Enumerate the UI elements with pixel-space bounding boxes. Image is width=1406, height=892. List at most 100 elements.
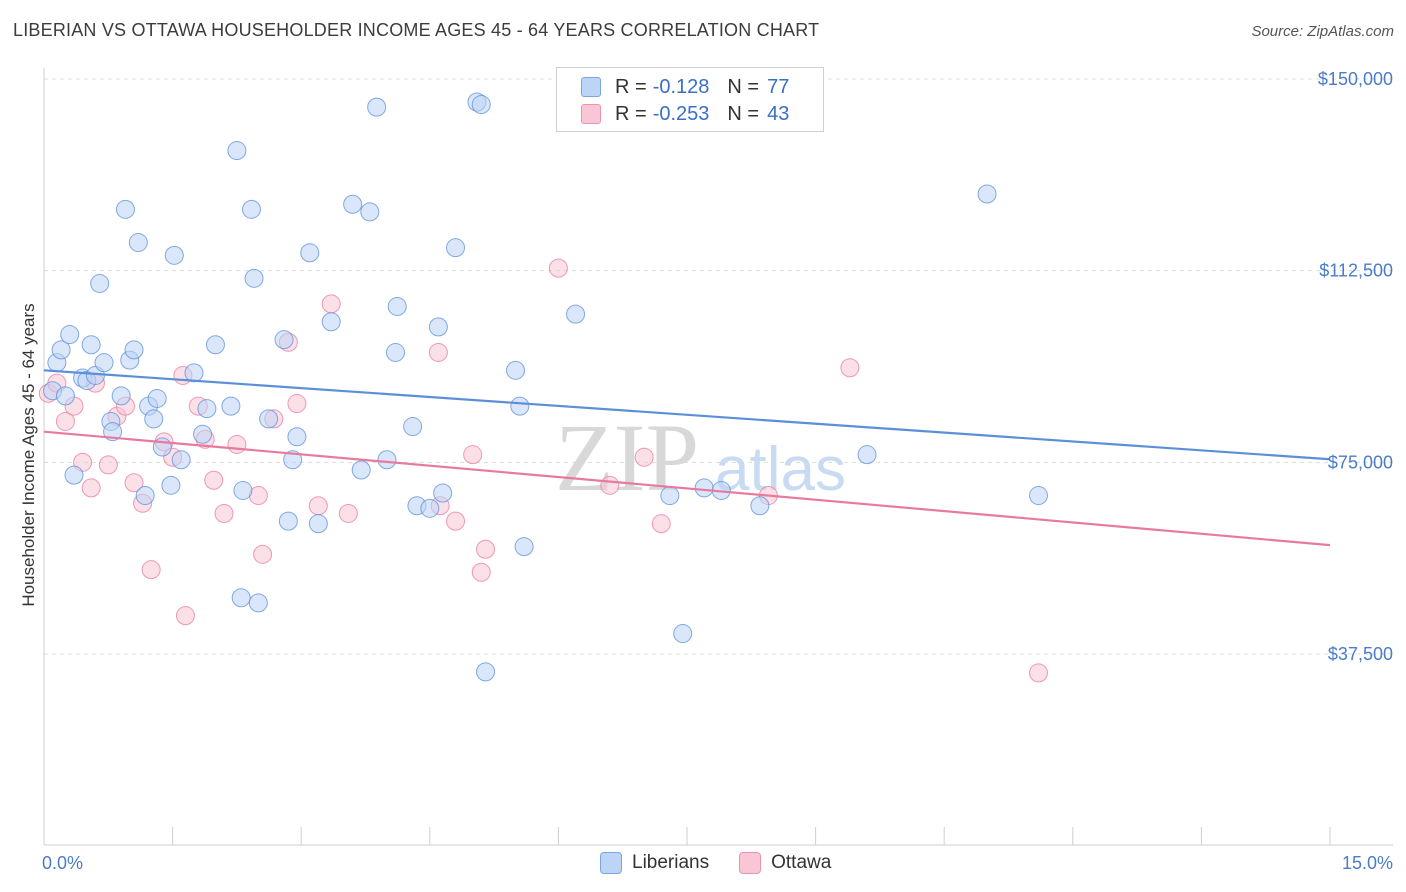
legend-n-value-liberians: 77: [767, 75, 790, 98]
legend-r-value-ottawa: -0.253: [652, 102, 710, 125]
point-liberians: [694, 478, 714, 498]
point-liberians: [164, 245, 184, 265]
point-liberians: [1029, 486, 1049, 506]
stats-legend: R = -0.128 N = 77 R = -0.253 N = 43: [556, 67, 824, 132]
point-liberians: [144, 409, 164, 429]
point-liberians: [476, 662, 496, 682]
point-liberians: [403, 417, 423, 437]
point-liberians: [857, 445, 877, 465]
legend-swatch-ottawa: [739, 852, 762, 874]
legend-item-liberians[interactable]: Liberians: [600, 852, 709, 874]
point-liberians: [103, 422, 123, 442]
point-ottawa: [98, 455, 118, 475]
point-ottawa: [651, 514, 671, 534]
point-liberians: [433, 483, 453, 503]
point-liberians: [506, 360, 526, 380]
point-liberians: [221, 396, 241, 416]
point-liberians: [81, 335, 101, 355]
point-ottawa: [600, 475, 620, 495]
tick-labels: $37,500 $75,000 $112,500 $150,000 0.0% 15.0%: [42, 69, 1393, 873]
y-tick-label: $112,500: [1319, 261, 1393, 281]
point-ottawa: [428, 342, 448, 362]
y-tick-label: $75,000: [1328, 452, 1393, 472]
point-liberians: [128, 233, 148, 253]
point-liberians: [300, 243, 320, 263]
chart-title: LIBERIAN VS OTTAWA HOUSEHOLDER INCOME AG…: [13, 20, 820, 40]
point-ottawa: [308, 496, 328, 516]
point-liberians: [124, 340, 144, 360]
point-liberians: [287, 427, 307, 447]
point-liberians: [197, 399, 217, 419]
legend-r-label: R =: [615, 75, 647, 98]
point-liberians: [51, 340, 71, 360]
legend-n-label: N =: [727, 75, 760, 98]
y-tick-label: $150,000: [1318, 69, 1393, 89]
point-liberians: [231, 588, 251, 608]
point-liberians: [248, 593, 268, 613]
point-liberians: [135, 486, 155, 506]
point-liberians: [274, 330, 294, 350]
point-ottawa: [214, 503, 234, 523]
point-ottawa: [840, 358, 860, 378]
point-ottawa: [476, 539, 496, 559]
point-liberians: [60, 325, 80, 345]
gridlines: [44, 78, 1393, 655]
point-liberians: [510, 396, 530, 416]
legend-r-label: R =: [615, 102, 647, 125]
point-liberians: [673, 624, 693, 644]
point-liberians: [514, 537, 534, 557]
point-ottawa: [287, 394, 307, 414]
legend-item-ottawa[interactable]: Ottawa: [739, 852, 831, 874]
point-liberians: [367, 97, 387, 117]
point-ottawa: [321, 294, 341, 314]
point-ottawa: [141, 560, 161, 580]
legend-r-value-liberians: -0.128: [652, 75, 710, 98]
legend-label-liberians: Liberians: [632, 852, 710, 873]
point-liberians: [387, 296, 407, 316]
series-legend: Liberians Ottawa: [600, 852, 861, 874]
point-liberians: [283, 450, 303, 470]
point-liberians: [977, 184, 997, 204]
point-ottawa: [548, 258, 568, 278]
point-liberians: [233, 480, 253, 500]
point-liberians: [259, 409, 279, 429]
point-liberians: [64, 465, 84, 485]
point-liberians: [147, 388, 167, 408]
point-liberians: [428, 317, 448, 337]
point-liberians: [308, 514, 328, 534]
point-liberians: [446, 238, 466, 258]
trend-line-ottawa: [43, 430, 1331, 547]
point-liberians: [278, 511, 298, 531]
point-liberians: [205, 335, 225, 355]
point-liberians: [750, 496, 770, 516]
point-liberians: [161, 475, 181, 495]
point-liberians: [343, 194, 363, 214]
legend-label-ottawa: Ottawa: [771, 852, 832, 873]
axes: [43, 68, 1393, 846]
point-liberians: [566, 304, 586, 324]
point-liberians: [193, 424, 213, 444]
legend-swatch-liberians: [581, 77, 601, 97]
y-axis-label: Householder Income Ages 45 - 64 years: [19, 303, 38, 606]
x-tick-label-min: 0.0%: [42, 853, 83, 873]
points-layer: [38, 92, 1049, 683]
point-ottawa: [1029, 663, 1049, 683]
point-ottawa: [81, 478, 101, 498]
x-tick-label-max: 15.0%: [1342, 853, 1393, 873]
legend-swatch-ottawa: [581, 104, 601, 124]
point-liberians: [111, 386, 131, 406]
point-liberians: [471, 95, 491, 115]
point-liberians: [377, 450, 397, 470]
point-ottawa: [253, 544, 273, 564]
y-tick-label: $37,500: [1328, 644, 1393, 664]
point-ottawa: [55, 411, 75, 431]
trend-lines: [43, 369, 1331, 547]
legend-n-value-ottawa: 43: [767, 102, 790, 125]
point-ottawa: [175, 606, 195, 626]
point-liberians: [241, 199, 261, 219]
point-liberians: [115, 199, 135, 219]
legend-row-liberians: R = -0.128 N = 77: [581, 74, 789, 100]
point-liberians: [55, 386, 75, 406]
point-liberians: [420, 498, 440, 518]
